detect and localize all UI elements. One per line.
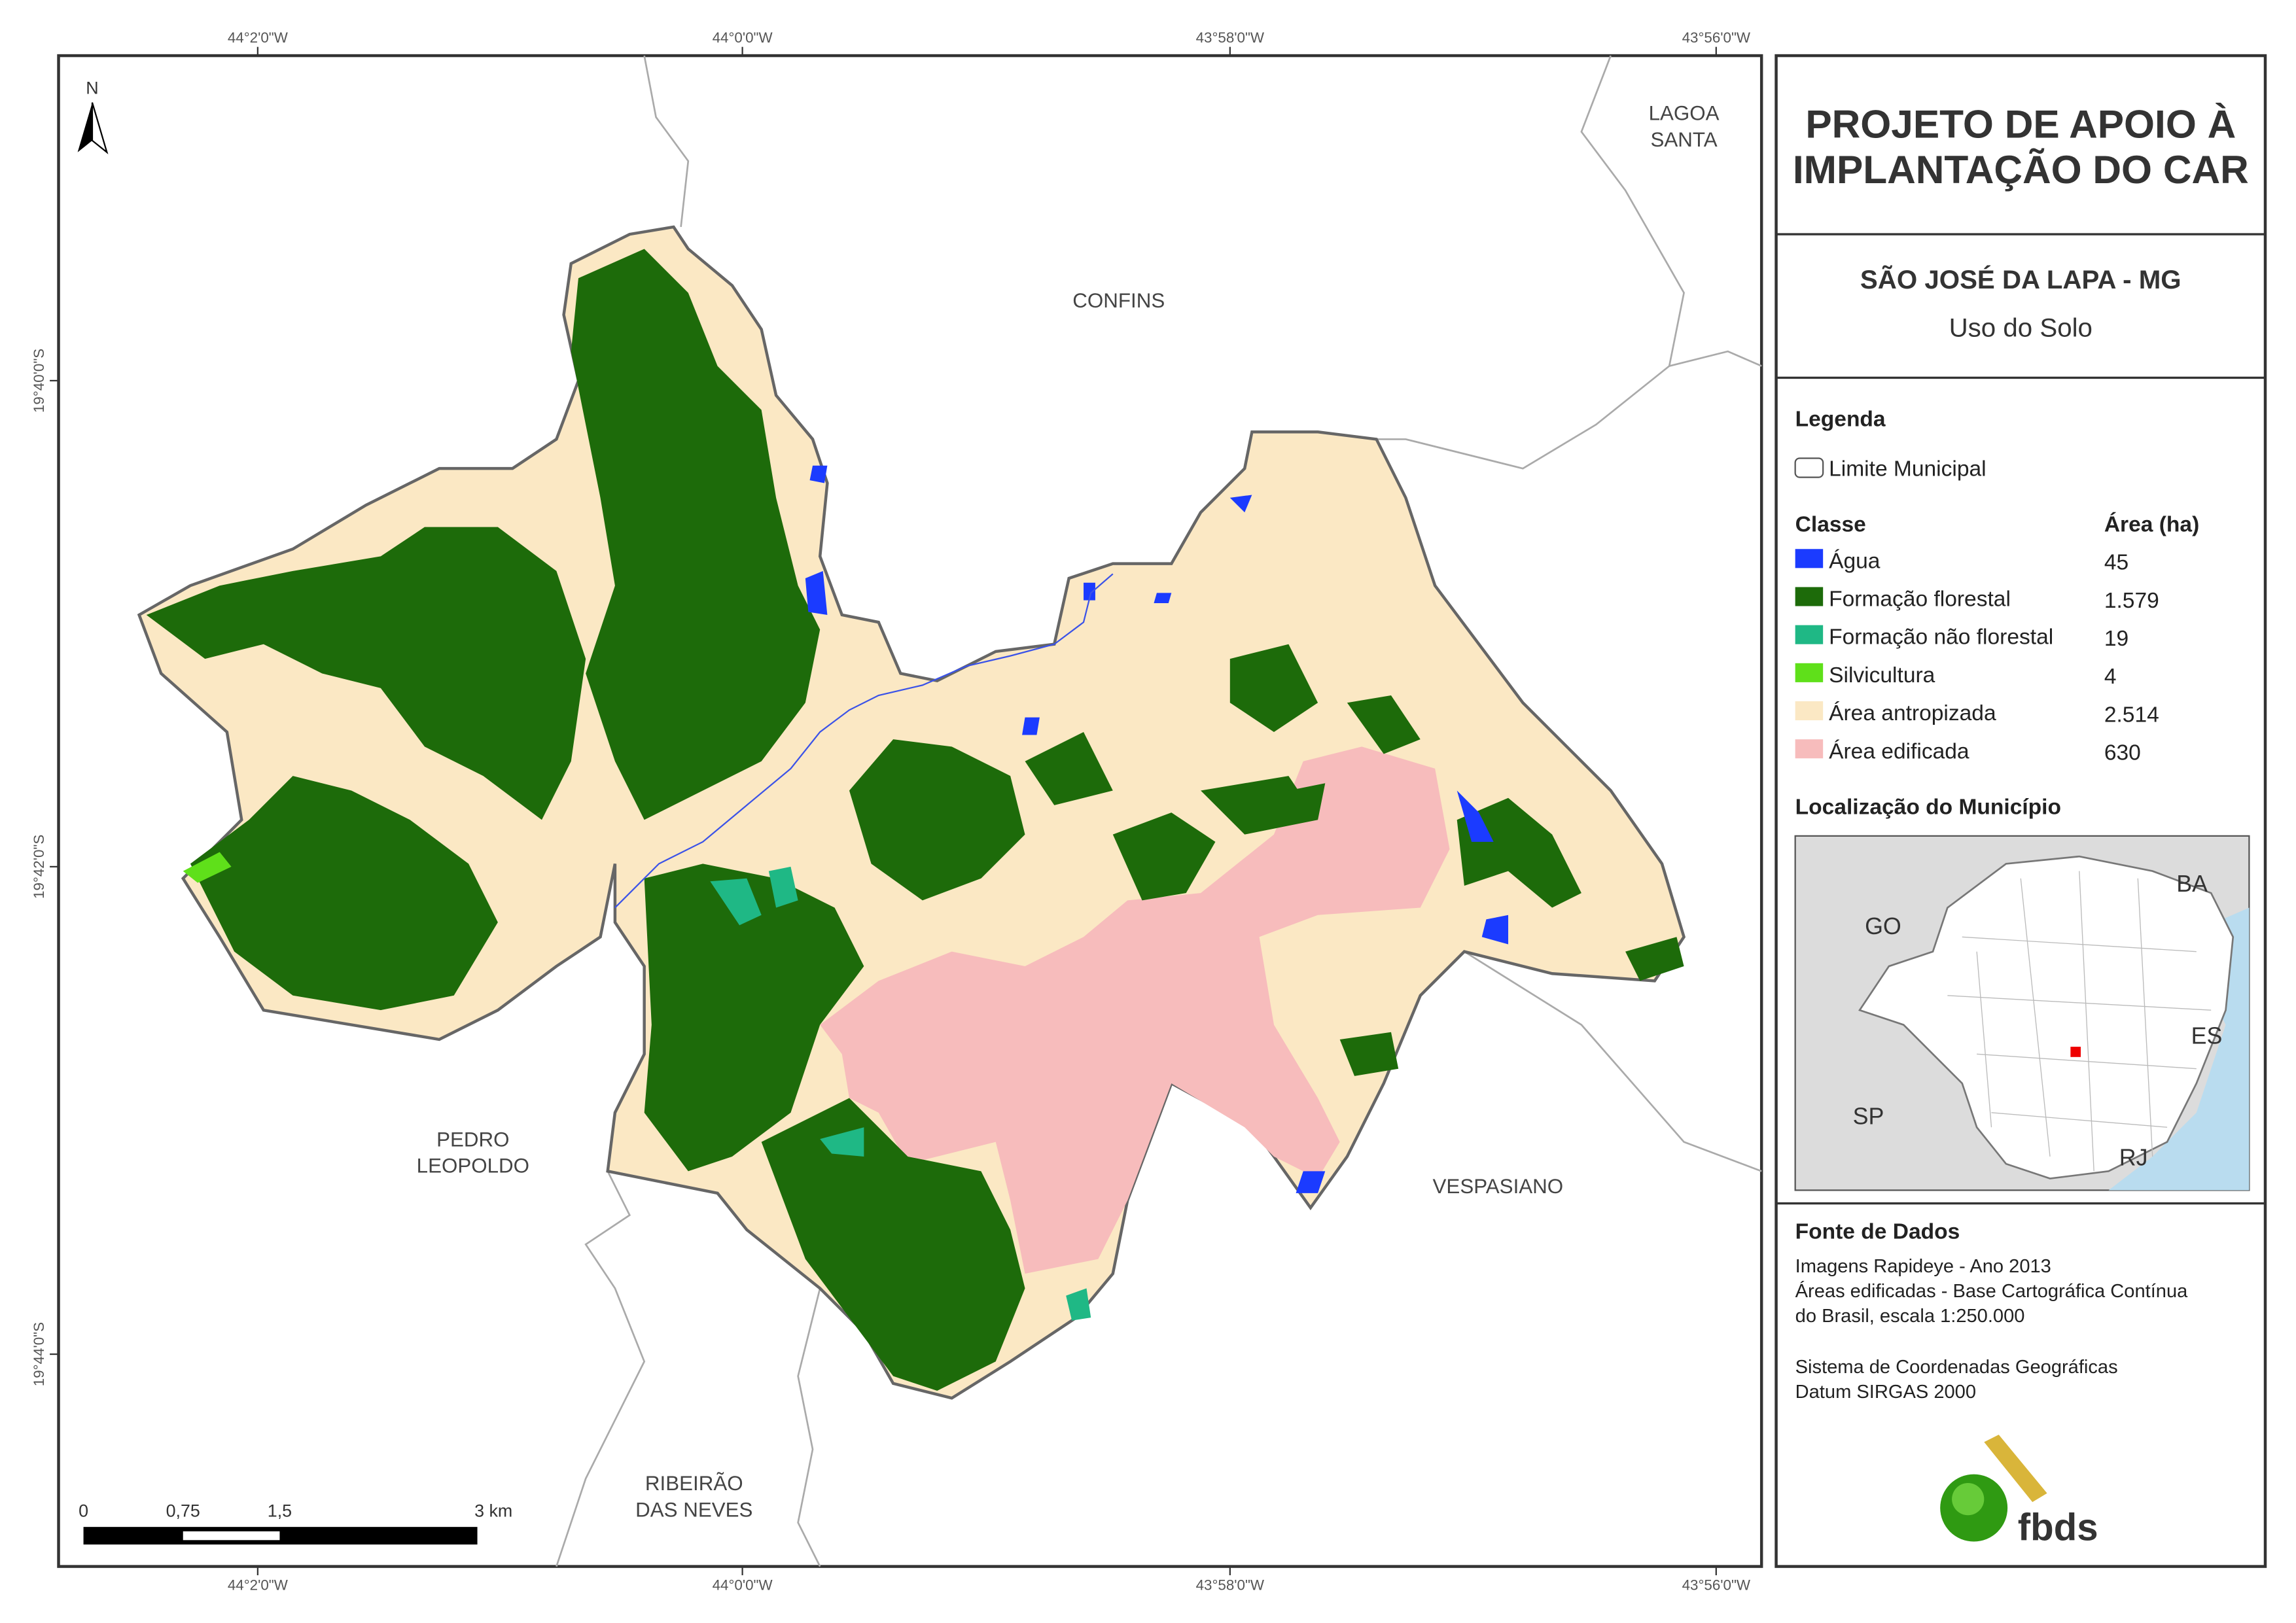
neighbor-boundaries: [556, 55, 1762, 1567]
frame-ticks: [50, 46, 1717, 1576]
source-line: do Brasil, escala 1:250.000: [1795, 1306, 2025, 1327]
coord-label: 43°56'0"W: [1682, 29, 1751, 46]
legend-area: 4: [2104, 665, 2117, 689]
non-forest-patches: [710, 866, 1091, 1321]
legend-rows: Água 45 Formação florestal 1.579 Formação nã…: [1795, 549, 2159, 765]
place-label: LEOPOLDO: [417, 1155, 529, 1178]
municipality: SÃO JOSÉ DA LAPA - MG: [1860, 264, 2181, 294]
source-line: Áreas edificadas - Base Cartográfica Con…: [1795, 1280, 2188, 1302]
scale-bar: [83, 1527, 478, 1545]
location-title: Localização do Município: [1795, 795, 2061, 819]
scale-label: 1,5: [268, 1501, 292, 1520]
built-area: [820, 746, 1450, 1274]
state-label: GO: [1865, 913, 1901, 939]
legend-swatch: [1795, 701, 1824, 721]
source-line: Imagens Rapideye - Ano 2013: [1795, 1256, 2051, 1277]
coord-label: 44°2'0"W: [228, 1577, 289, 1593]
north-label: N: [86, 78, 98, 97]
place-label: PEDRO: [436, 1128, 509, 1151]
place-label: RIBEIRÃO: [645, 1472, 743, 1495]
legend-class: Área antropizada: [1829, 701, 1996, 725]
river: [614, 573, 1114, 909]
state-label: SP: [1853, 1104, 1884, 1130]
legend-swatch: [1795, 587, 1824, 606]
legend-area: 19: [2104, 627, 2128, 651]
scale-label: 0: [79, 1501, 88, 1520]
state-label: RJ: [2119, 1144, 2148, 1170]
coord-label: 43°56'0"W: [1682, 1577, 1751, 1593]
source-line: Sistema de Coordenadas Geográficas: [1795, 1357, 2118, 1378]
side-panel: [1775, 54, 2267, 1568]
forest-patches: [146, 249, 1684, 1391]
coord-label: 44°0'0"W: [713, 1577, 773, 1593]
coord-label: 19°42'0"S: [31, 835, 47, 899]
scale-label: 3 km: [474, 1501, 512, 1520]
coord-label: 19°44'0"S: [31, 1322, 47, 1386]
source-line: Datum SIRGAS 2000: [1795, 1382, 1976, 1403]
legend-area: 630: [2104, 741, 2141, 765]
state-label: ES: [2191, 1023, 2223, 1049]
legend-class: Área edificada: [1829, 739, 1969, 763]
place-label: VESPASIANO: [1433, 1175, 1564, 1198]
coord-label: 43°58'0"W: [1196, 29, 1265, 46]
legend-class: Formação florestal: [1829, 587, 2011, 612]
legend-class: Silvicultura: [1829, 663, 1935, 688]
title: IMPLANTAÇÃO DO CAR: [1793, 147, 2249, 192]
legend-class: Água: [1829, 549, 1881, 573]
location-inset: [1794, 835, 2250, 1191]
legend-swatch: [1795, 625, 1824, 644]
legend-class: Formação não florestal: [1829, 625, 2053, 650]
legend-swatch: [1795, 549, 1824, 568]
place-label: LAGOA: [1649, 102, 1720, 125]
legend-area: 2.514: [2104, 703, 2159, 727]
state-label: BA: [2176, 871, 2208, 897]
place-label: DAS NEVES: [635, 1498, 752, 1521]
logo: [1940, 1435, 2047, 1542]
logo-text: fbds: [2018, 1506, 2098, 1548]
scale-label: 0,75: [166, 1501, 200, 1520]
legend-area: 45: [2104, 551, 2128, 575]
title: PROJETO DE APOIO À: [1805, 101, 2236, 146]
coord-label: 44°2'0"W: [228, 29, 289, 46]
subtitle: Uso do Solo: [1949, 313, 2093, 343]
legend-title: Legenda: [1795, 407, 1886, 431]
legend-area: 1.579: [2104, 589, 2159, 613]
place-label: SANTA: [1651, 128, 1718, 151]
coord-label: 19°40'0"S: [31, 349, 47, 413]
place-label: CONFINS: [1072, 289, 1165, 312]
coord-label: 44°0'0"W: [713, 29, 773, 46]
water-bodies: [805, 465, 1509, 1193]
boundary-swatch: [1794, 457, 1824, 478]
panel-dividers: [1776, 233, 2266, 1205]
legend-entry: Limite Municipal: [1829, 457, 1987, 481]
silviculture-patch: [183, 852, 232, 883]
north-arrow: [91, 102, 109, 154]
legend-header: Classe: [1795, 512, 1866, 536]
sources-title: Fonte de Dados: [1795, 1219, 1960, 1244]
legend-swatch: [1795, 739, 1824, 759]
legend-header: Área (ha): [2104, 512, 2199, 536]
coord-label: 43°58'0"W: [1196, 1577, 1265, 1593]
legend-swatch: [1795, 663, 1824, 682]
